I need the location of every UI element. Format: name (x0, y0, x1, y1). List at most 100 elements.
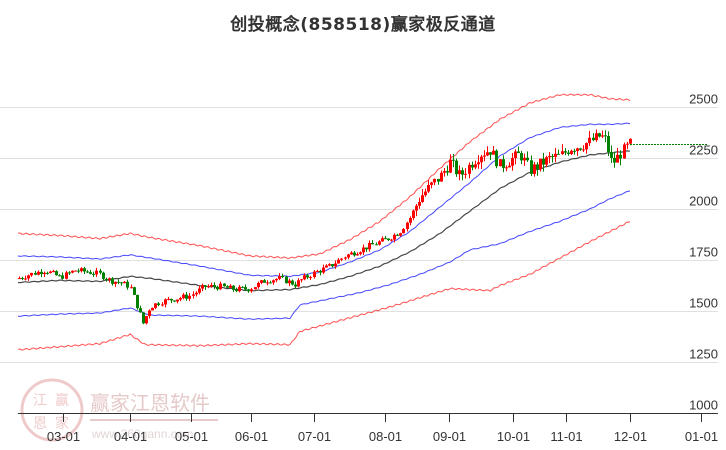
candle (207, 284, 210, 289)
candle (309, 275, 312, 280)
candle (167, 296, 170, 301)
candle (384, 236, 387, 240)
candle (126, 279, 129, 290)
candle (402, 227, 405, 234)
candle (257, 281, 260, 289)
band-lower_outer (17, 221, 630, 351)
candle (564, 148, 567, 156)
candle (390, 238, 393, 242)
candle (151, 307, 154, 311)
candle (539, 158, 542, 172)
candle (340, 258, 343, 262)
candle (74, 270, 77, 272)
candle (185, 291, 188, 301)
candle (114, 281, 117, 287)
candle (61, 272, 64, 280)
x-tick-label: 04-01 (114, 429, 147, 444)
candle (430, 181, 433, 189)
candle (275, 278, 278, 283)
candle (499, 159, 502, 167)
candle (585, 142, 588, 154)
candle (34, 270, 37, 276)
candle (437, 178, 440, 185)
candle (145, 315, 148, 325)
candle (247, 288, 250, 293)
candle (536, 162, 539, 176)
watermark: 江赢恩 家 赢家江恩软件 www.360gann.com (20, 378, 218, 442)
candle (387, 238, 390, 241)
candle (117, 279, 120, 285)
candle (362, 244, 365, 255)
candle (43, 271, 46, 278)
candle (511, 153, 514, 171)
candle (223, 283, 226, 287)
candle (561, 144, 564, 155)
candle (477, 155, 480, 169)
candle (303, 273, 306, 281)
candle (365, 247, 368, 252)
candle (269, 280, 272, 284)
candle (65, 270, 68, 280)
watermark-seal-icon (20, 378, 84, 442)
grid-lines (0, 107, 718, 363)
band-middle (17, 150, 631, 292)
y-axis-labels: 1000 1250 1500 1750 2000 2250 2500 (689, 92, 718, 413)
watermark-seal-char: 江 (33, 393, 47, 409)
candle (219, 281, 222, 290)
candle (37, 270, 40, 276)
candle (495, 149, 498, 169)
watermark-seal-char: 恩 (33, 416, 47, 432)
candle (77, 268, 80, 274)
candle (281, 273, 284, 278)
candle (260, 279, 263, 285)
candle (412, 209, 415, 221)
candle (523, 153, 526, 166)
candle (46, 271, 49, 275)
x-tick-label: 11-01 (550, 429, 582, 444)
candle (328, 263, 331, 267)
candle (108, 277, 111, 283)
x-tick-label: 10-01 (497, 429, 530, 444)
candle (347, 253, 350, 260)
candle (294, 281, 297, 289)
candle (458, 165, 461, 181)
y-tick-label: 1500 (689, 296, 718, 311)
candle (325, 264, 328, 268)
candle (229, 284, 232, 288)
candle (371, 240, 374, 245)
candle (182, 292, 185, 300)
candle (40, 268, 43, 278)
candle (508, 162, 511, 168)
x-tick-label: 12-01 (614, 429, 647, 444)
candle (278, 273, 281, 281)
candle (607, 131, 610, 157)
x-tick-label: 09-01 (433, 429, 466, 444)
candle (446, 165, 449, 176)
candle (610, 145, 613, 164)
candle (344, 256, 347, 261)
candle (266, 280, 269, 286)
candle (322, 264, 325, 274)
candle (188, 293, 191, 301)
x-tick-label: 01-01 (685, 429, 718, 444)
x-axis: 03-01 04-01 05-01 06-01 07-01 08-01 09-01 10-01… (18, 413, 718, 444)
candle (285, 276, 288, 284)
candle (250, 288, 253, 293)
candle (551, 153, 554, 163)
candle (170, 298, 173, 304)
candle (235, 287, 238, 293)
candle (623, 142, 626, 159)
x-tick-label: 06-01 (235, 429, 268, 444)
candle (381, 236, 384, 242)
candle (263, 279, 266, 283)
candle (316, 269, 319, 272)
x-tick-label: 05-01 (175, 429, 208, 444)
candle (452, 154, 455, 168)
candle (337, 258, 340, 264)
candle (421, 189, 424, 203)
candle (595, 129, 598, 142)
candle (567, 150, 570, 156)
candle (291, 279, 294, 286)
candle (359, 251, 362, 256)
y-tick-label: 1000 (689, 398, 718, 413)
